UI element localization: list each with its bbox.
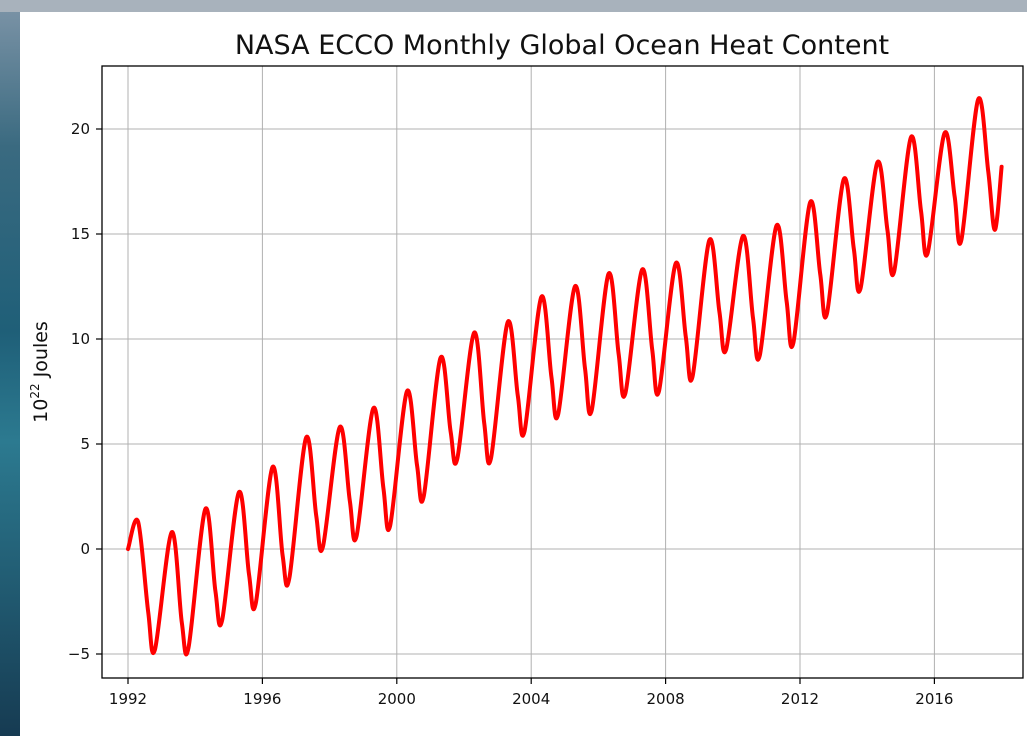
y-tick-label: 15 xyxy=(71,225,90,243)
chart-panel xyxy=(20,12,1027,736)
chart-title: NASA ECCO Monthly Global Ocean Heat Cont… xyxy=(235,30,889,61)
x-tick-label: 1992 xyxy=(109,690,147,708)
x-tick-label: 2016 xyxy=(915,690,953,708)
y-axis-label: 1022 Joules xyxy=(28,321,52,423)
y-axis-label-base: 10 xyxy=(30,399,52,423)
x-tick-label: 2008 xyxy=(647,690,685,708)
y-axis-label-exponent: 22 xyxy=(28,383,42,398)
x-tick-label: 2004 xyxy=(512,690,550,708)
heat-content-line xyxy=(126,96,1004,657)
y-tick-label: 20 xyxy=(71,120,90,138)
y-tick-label: −5 xyxy=(68,645,90,663)
axis-ticks: 1992 1996 2000 2004 2008 2012 2016 −5 0 5 10 15 20 xyxy=(68,120,954,708)
y-tick-label: 10 xyxy=(71,330,90,348)
top-background-strip xyxy=(0,0,1027,12)
y-axis-label-unit-text: Joules xyxy=(30,321,52,378)
plot-frame xyxy=(101,65,1024,679)
y-tick-label: 0 xyxy=(80,540,90,558)
x-tick-label: 2000 xyxy=(378,690,416,708)
x-tick-label: 1996 xyxy=(243,690,281,708)
y-tick-label: 5 xyxy=(80,435,90,453)
x-tick-label: 2012 xyxy=(781,690,819,708)
